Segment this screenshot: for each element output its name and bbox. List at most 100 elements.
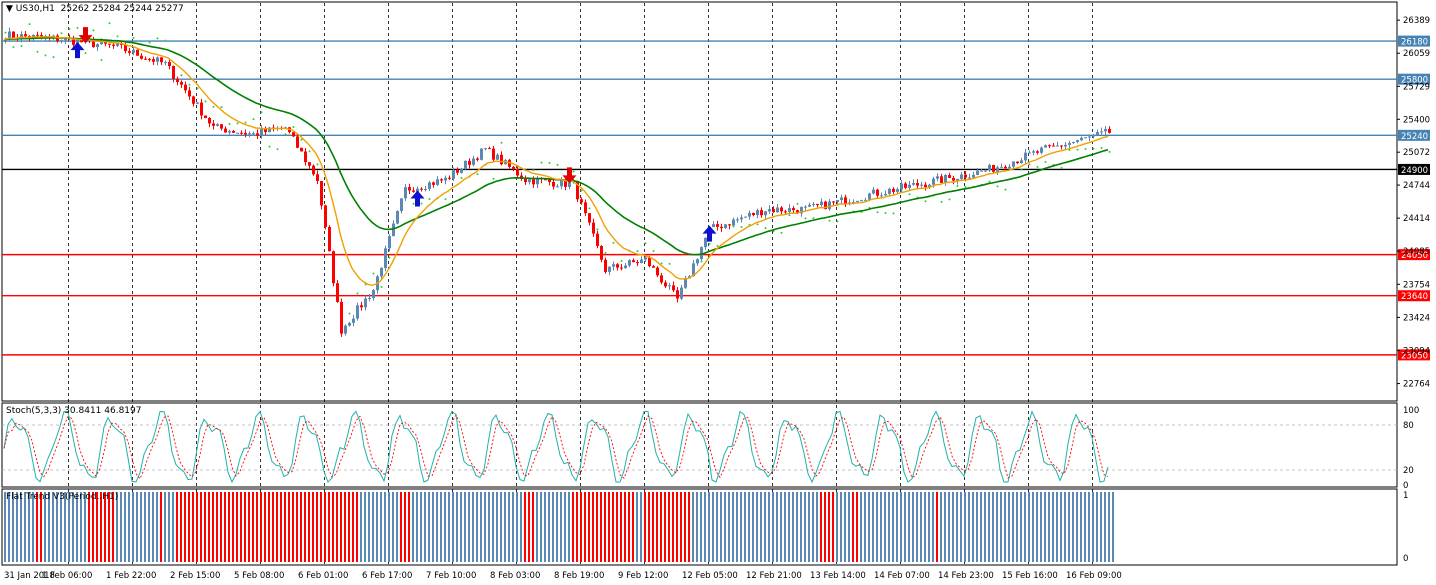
flat-trend-bar (760, 492, 762, 562)
stoch-level-label: 80 (1403, 421, 1414, 431)
sar-dot (212, 105, 215, 108)
flat-level-label: 0 (1403, 554, 1408, 564)
stoch-panel-frame (1, 402, 1398, 488)
time-tick-label: 8 Feb 19:00 (554, 571, 604, 581)
flat-trend-bar (1080, 492, 1082, 562)
sar-dot (804, 217, 807, 220)
candle-body (1024, 152, 1027, 161)
time-tick-label: 12 Feb 21:00 (746, 571, 802, 581)
sar-dot (612, 241, 615, 244)
flat-trend-bar (472, 492, 474, 562)
flat-trend-bar (428, 492, 430, 562)
flat-trend-bar (772, 492, 774, 562)
flat-trend-bar (480, 492, 482, 562)
flat-trend-bar (776, 492, 778, 562)
collapse-triangle-icon[interactable]: ▼ (6, 4, 13, 14)
flat-trend-bar (488, 492, 490, 562)
candle-body (344, 325, 347, 334)
price-tick-label: 25072 (1403, 148, 1430, 158)
candle-body (252, 133, 255, 135)
candle-body (236, 132, 239, 134)
candle-body (264, 128, 267, 133)
candle-body (1004, 166, 1007, 169)
flat-trend-bar (104, 492, 106, 562)
candle-body (960, 174, 963, 179)
candle-body (480, 148, 483, 160)
flat-trend-bar (296, 492, 298, 562)
flat-trend-bar (1104, 492, 1106, 562)
candle-body (1080, 137, 1083, 141)
candle-body (964, 174, 967, 178)
candle-body (1040, 147, 1043, 153)
sar-dot (580, 189, 583, 192)
flat-trend-bar (328, 492, 330, 562)
flat-trend-bar (1084, 492, 1086, 562)
flat-trend-bar (584, 492, 586, 562)
sar-dot (836, 220, 839, 223)
time-tick-label: 16 Feb 09:00 (1066, 571, 1122, 581)
flat-trend-bar (44, 492, 46, 562)
candle-body (836, 199, 839, 203)
sar-dot (668, 262, 671, 265)
candle-body (608, 266, 611, 272)
flat-trend-bar (528, 492, 530, 562)
flat-trend-bar (336, 492, 338, 562)
flat-trend-bar (388, 492, 390, 562)
flat-trend-bar (980, 492, 982, 562)
flat-trend-bar (696, 492, 698, 562)
flat-trend-bar (128, 492, 130, 562)
flat-trend-bar (644, 492, 646, 562)
sar-dot (220, 106, 223, 109)
flat-trend-bar (996, 492, 998, 562)
candle-body (936, 176, 939, 179)
flat-trend-bar (396, 492, 398, 562)
flat-trend-bar (364, 492, 366, 562)
flat-trend-bar (960, 492, 962, 562)
candle-body (1096, 132, 1099, 135)
candle-body (584, 202, 587, 214)
sar-dot (940, 200, 943, 203)
candle-body (208, 118, 211, 124)
flat-trend-bar (516, 492, 518, 562)
flat-trend-bar (312, 492, 314, 562)
flat-trend-bar (660, 492, 662, 562)
candle-body (536, 178, 539, 185)
candle-body (812, 203, 815, 205)
sar-dot (796, 202, 799, 205)
candle-body (436, 179, 439, 185)
flat-trend-bar (56, 492, 58, 562)
candle-body (620, 267, 623, 269)
main-panel-frame (1, 1, 1398, 402)
candles (4, 27, 1111, 337)
candle-body (248, 133, 251, 135)
candle-body (112, 44, 115, 46)
candle-body (1028, 152, 1031, 154)
candle-body (424, 188, 427, 190)
candle-body (884, 193, 887, 196)
flat-trend-bar (524, 492, 526, 562)
flat-trend-bar (172, 492, 174, 562)
sar-dot (348, 312, 351, 315)
candle-body (372, 290, 375, 298)
flat-trend-bar (992, 492, 994, 562)
stoch-title: Stoch(5,3,3) 30.8411 46.8197 (6, 406, 142, 416)
sar-dot (356, 292, 359, 295)
candle-body (320, 180, 323, 206)
price-tick-label: 22764 (1403, 380, 1430, 390)
sar-dot (92, 29, 95, 32)
candle-body (532, 179, 535, 185)
level-tag-label: 25240 (1401, 132, 1428, 142)
flat-trend-bar (240, 492, 242, 562)
candle-body (792, 208, 795, 211)
flat-trend-bar (852, 492, 854, 562)
flat-trend-bar (832, 492, 834, 562)
candle-body (500, 154, 503, 165)
flat-trend-bar (552, 492, 554, 562)
flat-trend-bar (280, 492, 282, 562)
sar-dot (780, 231, 783, 234)
candle-body (260, 128, 263, 136)
candle-body (496, 154, 499, 160)
flat-trend-bar (828, 492, 830, 562)
flat-trend-bar (84, 492, 86, 562)
candle-body (632, 260, 635, 263)
